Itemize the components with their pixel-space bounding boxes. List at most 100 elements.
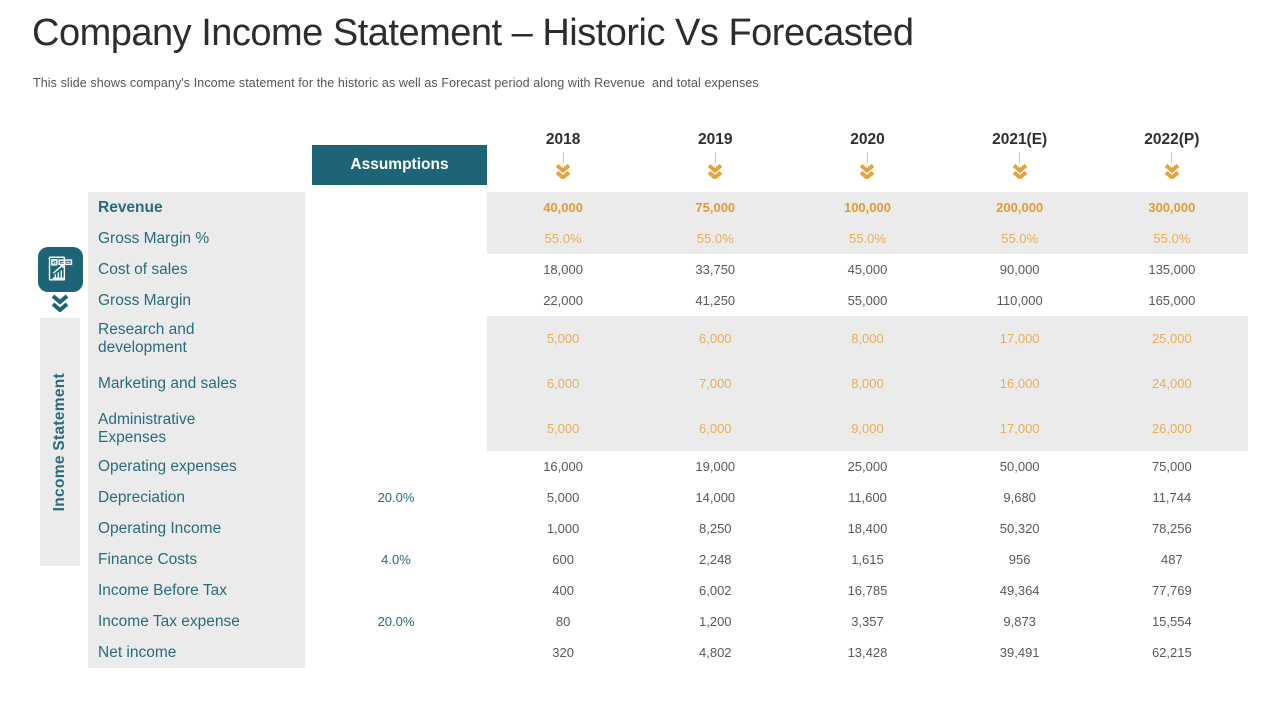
cell-value: 33,750	[695, 262, 736, 277]
document-chart-icon: $	[48, 256, 73, 281]
cell-value: 45,000	[847, 262, 888, 277]
cell-value: 50,000	[999, 459, 1040, 474]
cell-value: 24,000	[1095, 361, 1248, 406]
row-label: Operating expenses	[88, 451, 305, 482]
table-row: Research and development 5,000 6,000 8,000 1…	[88, 316, 1248, 361]
year-column: 2021(E)	[944, 131, 1096, 179]
assumption-value: 4.0%	[381, 552, 411, 567]
assumption-value	[305, 223, 487, 254]
table-row: Gross Margin % 55.0% 55.0% 55.0% 55.0% 55.0%	[88, 223, 1248, 254]
cell-value: 6,000	[487, 361, 640, 406]
table-row: Administrative Expenses 5,000 6,000 9,000 17…	[88, 406, 1248, 451]
cell-value: 600	[552, 552, 574, 567]
row-label: Gross Margin	[88, 285, 305, 316]
cell-value: 7,000	[639, 361, 792, 406]
cell-value: 55.0%	[791, 223, 944, 254]
row-label: Net income	[88, 637, 305, 668]
cell-value: 956	[1008, 552, 1031, 567]
table-row: Operating Income 1,000 8,250 18,400 50,320 78…	[88, 513, 1248, 544]
double-chevron-down-icon	[708, 164, 723, 179]
cell-value: 8,000	[791, 361, 944, 406]
year-label: 2022(P)	[1144, 131, 1200, 148]
assumption-value	[305, 575, 487, 606]
cell-value: 5,000	[487, 406, 640, 451]
connector-line	[562, 152, 564, 163]
connector-line	[1171, 152, 1173, 163]
cell-value: 2,248	[699, 552, 732, 567]
assumption-value: 20.0%	[377, 614, 415, 629]
cell-value: 4,802	[699, 645, 732, 660]
page-subtitle: This slide shows company's Income statem…	[33, 76, 759, 90]
row-label: Gross Margin %	[88, 223, 305, 254]
connector-line	[1019, 152, 1021, 163]
cell-value: 11,744	[1152, 490, 1192, 505]
table-row: Operating expenses 16,000 19,000 25,000 50,0…	[88, 451, 1248, 482]
row-label: Operating Income	[88, 513, 305, 544]
year-label: 2021(E)	[992, 131, 1048, 148]
cell-value: 9,873	[1003, 614, 1036, 629]
cell-value: 9,680	[1003, 490, 1036, 505]
cell-value: 487	[1160, 552, 1183, 567]
row-label: Depreciation	[88, 482, 305, 513]
year-label: 2018	[545, 131, 581, 148]
cell-value: 6,000	[639, 406, 792, 451]
assumption-value	[305, 192, 487, 223]
cell-value: 90,000	[999, 262, 1040, 277]
cell-value: 26,000	[1095, 406, 1248, 451]
double-chevron-down-icon	[1012, 164, 1027, 179]
cell-value: 22,000	[543, 293, 583, 308]
cell-value: 77,769	[1151, 583, 1192, 598]
row-label: Income Before Tax	[88, 575, 305, 606]
year-label: 2019	[698, 131, 733, 148]
assumption-value: 20.0%	[377, 490, 415, 505]
cell-value: 80	[555, 614, 571, 629]
cell-value: 135,000	[1148, 262, 1196, 277]
cell-value: 55.0%	[487, 223, 640, 254]
income-statement-table: Revenue 40,000 75,000 100,000 200,000 300,000…	[88, 192, 1248, 668]
year-headers: 2018 2019 2020 2021(E) 2022(P)	[487, 131, 1248, 179]
double-chevron-down-icon	[860, 164, 875, 179]
cell-value: 1,200	[699, 614, 732, 629]
cell-value: 55.0%	[639, 223, 792, 254]
table-row: Revenue 40,000 75,000 100,000 200,000 300,000	[88, 192, 1248, 223]
table-row: Cost of sales 18,000 33,750 45,000 90,000 135…	[88, 254, 1248, 285]
cell-value: 16,000	[943, 361, 1096, 406]
cell-value: 5,000	[546, 490, 580, 505]
year-column: 2020	[791, 131, 943, 179]
cell-value: 25,000	[1095, 316, 1248, 361]
connector-line	[866, 152, 868, 163]
assumption-value	[305, 254, 487, 285]
assumptions-header: Assumptions	[312, 145, 487, 185]
row-label: Cost of sales	[88, 254, 305, 285]
double-chevron-down-icon	[1164, 164, 1180, 179]
cell-value: 62,215	[1151, 645, 1192, 660]
assumption-value	[305, 513, 487, 544]
table-row: Net income 320 4,802 13,428 39,491 62,215	[88, 637, 1248, 668]
cell-value: 16,000	[543, 459, 583, 474]
cell-value: 11,600	[848, 490, 887, 505]
double-chevron-down-icon	[51, 294, 69, 312]
cell-value: 14,000	[695, 490, 736, 505]
assumption-value	[305, 285, 487, 316]
cell-value: 39,491	[999, 645, 1040, 660]
income-statement-sidebar: Income Statement	[40, 318, 80, 566]
cell-value: 110,000	[996, 293, 1043, 308]
cell-value: 200,000	[943, 192, 1096, 223]
cell-value: 3,357	[851, 614, 884, 629]
connector-line	[714, 152, 716, 163]
cell-value: 55.0%	[1095, 223, 1248, 254]
cell-value: 25,000	[847, 459, 888, 474]
cell-value: 1,000	[546, 521, 580, 536]
assumption-value	[305, 406, 487, 451]
cell-value: 9,000	[791, 406, 944, 451]
row-label: Marketing and sales	[88, 361, 305, 406]
row-label: Income Tax expense	[88, 606, 305, 637]
cell-value: 17,000	[943, 406, 1096, 451]
assumption-value	[305, 451, 487, 482]
cell-value: 41,250	[695, 293, 736, 308]
income-statement-icon: $	[38, 247, 83, 292]
assumption-value	[305, 361, 487, 406]
cell-value: 19,000	[695, 459, 736, 474]
assumption-value	[305, 316, 487, 361]
table-row: Gross Margin 22,000 41,250 55,000 110,000 165…	[88, 285, 1248, 316]
